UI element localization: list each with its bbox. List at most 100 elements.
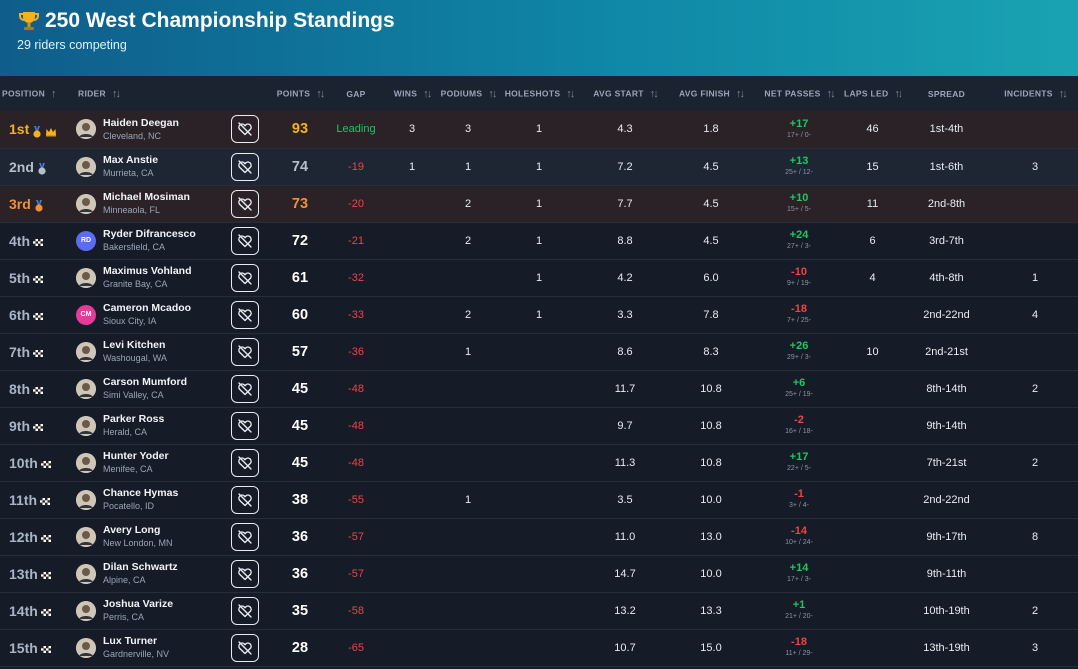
table-row[interactable]: 9th Parker Ross Herald, CA 45 -48 9.7 10.8 -2 16… bbox=[0, 407, 1078, 444]
rider-info[interactable]: Lux Turner Gardnerville, NV bbox=[76, 635, 218, 660]
sort-icon[interactable]: ↑↓ bbox=[1058, 87, 1068, 100]
rider-info[interactable]: Dilan Schwartz Alpine, CA bbox=[76, 561, 218, 586]
sort-icon[interactable]: ↑↓ bbox=[488, 87, 496, 100]
rider-name[interactable]: Ryder Difrancesco bbox=[103, 228, 196, 240]
rider-name[interactable]: Chance Hymas bbox=[103, 487, 179, 499]
favorite-toggle-button[interactable] bbox=[231, 226, 259, 255]
table-row[interactable]: 3rd Michael Mosiman Minneaola, FL 73 -20 2 1 7.… bbox=[0, 185, 1078, 222]
col-avg-start-header[interactable]: AVG START ↑↓ bbox=[593, 87, 659, 100]
col-net-passes-header[interactable]: NET PASSES ↑↓ bbox=[764, 87, 836, 100]
sort-icon[interactable]: ↑↓ bbox=[111, 87, 121, 100]
rider-name[interactable]: Hunter Yoder bbox=[103, 450, 169, 462]
rider-info[interactable]: Avery Long New London, MN bbox=[76, 524, 218, 549]
table-row[interactable]: 8th Carson Mumford Simi Valley, CA 45 -48 11.… bbox=[0, 370, 1078, 407]
net-passes-value: -10 bbox=[791, 266, 807, 278]
sort-icon[interactable]: ↑↓ bbox=[649, 87, 659, 100]
rider-info[interactable]: Haiden Deegan Cleveland, NC bbox=[76, 117, 218, 142]
rider-name[interactable]: Michael Mosiman bbox=[103, 191, 190, 203]
rider-name[interactable]: Lux Turner bbox=[103, 635, 158, 647]
table-row[interactable]: 14th Joshua Varize Perris, CA 35 -58 13.2 13.3… bbox=[0, 592, 1078, 629]
sort-icon[interactable]: ↑↓ bbox=[316, 87, 325, 100]
table-row[interactable]: 4th RD Ryder Difrancesco Bakersfield, CA 72 -… bbox=[0, 222, 1078, 259]
col-laps-led-header[interactable]: LAPS LED ↑↓ bbox=[844, 87, 901, 100]
rider-name[interactable]: Haiden Deegan bbox=[103, 116, 179, 129]
sort-icon[interactable]: ↑↓ bbox=[736, 87, 745, 100]
col-podiums-header[interactable]: PODIUMS ↑↓ bbox=[440, 87, 496, 100]
rider-info[interactable]: Maximus Vohland Granite Bay, CA bbox=[76, 265, 218, 290]
favorite-toggle-button[interactable] bbox=[231, 189, 259, 218]
net-passes-value: +1 bbox=[792, 599, 806, 611]
sort-icon[interactable]: ↑↓ bbox=[566, 87, 575, 100]
podiums-cell: 3 bbox=[464, 123, 472, 136]
sort-icon[interactable]: ↑↓ bbox=[894, 87, 901, 100]
rider-info[interactable]: Parker Ross Herald, CA bbox=[76, 413, 218, 438]
table-row[interactable]: 5th Maximus Vohland Granite Bay, CA 61 -32 1 4… bbox=[0, 259, 1078, 296]
favorite-toggle-button[interactable] bbox=[231, 448, 259, 477]
rider-info[interactable]: Chance Hymas Pocatello, ID bbox=[76, 487, 218, 512]
rider-name[interactable]: Cameron Mcadoo bbox=[103, 302, 192, 314]
col-wins-header[interactable]: WINS ↑↓ bbox=[393, 87, 432, 100]
holeshots-cell bbox=[496, 629, 582, 666]
rider-name[interactable]: Avery Long bbox=[103, 524, 161, 536]
rider-name[interactable]: Parker Ross bbox=[103, 413, 165, 425]
favorite-toggle-button[interactable] bbox=[231, 263, 259, 292]
table-row[interactable]: 13th Dilan Schwartz Alpine, CA 36 -57 14.7 10.… bbox=[0, 555, 1078, 592]
favorite-toggle-button[interactable] bbox=[231, 374, 259, 403]
favorite-toggle-button[interactable] bbox=[231, 485, 259, 514]
rider-info[interactable]: Michael Mosiman Minneaola, FL bbox=[76, 191, 218, 216]
rider-info[interactable]: RD Ryder Difrancesco Bakersfield, CA bbox=[76, 228, 218, 253]
rider-info[interactable]: Levi Kitchen Washougal, WA bbox=[76, 339, 218, 364]
gap-cell: -57 bbox=[348, 530, 364, 543]
rider-name[interactable]: Dilan Schwartz bbox=[103, 561, 178, 573]
favorite-toggle-button[interactable] bbox=[231, 633, 259, 662]
favorite-toggle-button[interactable] bbox=[231, 337, 259, 366]
favorite-toggle-button[interactable] bbox=[231, 115, 259, 144]
table-row[interactable]: 7th Levi Kitchen Washougal, WA 57 -36 1 8.6 8.3… bbox=[0, 333, 1078, 370]
favorite-toggle-button[interactable] bbox=[231, 411, 259, 440]
table-row[interactable]: 11th Chance Hymas Pocatello, ID 38 -55 1 3.5 10… bbox=[0, 481, 1078, 518]
avg-finish-cell: 10.8 bbox=[700, 419, 722, 432]
rider-name[interactable]: Levi Kitchen bbox=[103, 339, 166, 351]
sort-icon[interactable]: ↑↓ bbox=[826, 87, 836, 100]
gap-cell: -57 bbox=[348, 567, 364, 580]
col-points-header[interactable]: POINTS ↑↓ bbox=[276, 87, 325, 100]
col-holeshots-header[interactable]: HOLESHOTS ↑↓ bbox=[504, 87, 576, 100]
favorite-toggle-button[interactable] bbox=[231, 559, 259, 588]
incidents-cell: 4 bbox=[1031, 308, 1039, 321]
col-gap-header: GAP bbox=[346, 88, 366, 99]
col-avg-finish-header[interactable]: AVG FINISH ↑↓ bbox=[678, 87, 745, 100]
sort-asc-icon[interactable]: ↑ bbox=[51, 87, 56, 100]
favorite-toggle-button[interactable] bbox=[231, 522, 259, 551]
rider-name[interactable]: Carson Mumford bbox=[103, 376, 187, 388]
net-passes-value: +17 bbox=[789, 451, 809, 463]
rider-info[interactable]: Joshua Varize Perris, CA bbox=[76, 598, 218, 623]
rider-info[interactable]: Carson Mumford Simi Valley, CA bbox=[76, 376, 218, 401]
rider-cell: Parker Ross Herald, CA bbox=[76, 407, 218, 444]
table-row[interactable]: 2nd Max Anstie Murrieta, CA 74 -19 1 1 1 7.2 4.5 +… bbox=[0, 148, 1078, 185]
favorite-toggle-button[interactable] bbox=[231, 300, 259, 329]
favorite-cell bbox=[218, 555, 272, 592]
table-row[interactable]: 1st Haiden Deegan Cleveland, NC 93 Leading 3 3… bbox=[0, 111, 1078, 148]
favorite-toggle-button[interactable] bbox=[231, 152, 259, 181]
rider-info[interactable]: Hunter Yoder Menifee, CA bbox=[76, 450, 218, 475]
sort-icon[interactable]: ↑↓ bbox=[423, 87, 432, 100]
col-rider-header[interactable]: RIDER ↑↓ bbox=[78, 87, 121, 100]
table-row[interactable]: 10th Hunter Yoder Menifee, CA 45 -48 11.3 10.8… bbox=[0, 444, 1078, 481]
page-title-text: 250 West Championship Standings bbox=[45, 9, 395, 32]
rider-name[interactable]: Joshua Varize bbox=[103, 598, 174, 610]
favorite-toggle-button[interactable] bbox=[231, 596, 259, 625]
spread-cell: 2nd-21st bbox=[925, 345, 968, 358]
col-incidents-header[interactable]: INCIDENTS ↑↓ bbox=[1004, 87, 1068, 100]
rider-name[interactable]: Maximus Vohland bbox=[103, 265, 192, 277]
net-passes-cell: +6 25+ / 19- bbox=[754, 370, 844, 407]
position-label: 14th bbox=[9, 602, 38, 619]
rider-info[interactable]: CM Cameron Mcadoo Sioux City, IA bbox=[76, 302, 218, 327]
col-position-header[interactable]: POSITION ↑ bbox=[2, 87, 56, 100]
heart-off-icon bbox=[238, 122, 252, 136]
table-row[interactable]: 6th CM Cameron Mcadoo Sioux City, IA 60 -33 2 1… bbox=[0, 296, 1078, 333]
rider-info[interactable]: Max Anstie Murrieta, CA bbox=[76, 154, 218, 179]
table-row[interactable]: 12th Avery Long New London, MN 36 -57 11.0 13.… bbox=[0, 518, 1078, 555]
rider-name[interactable]: Max Anstie bbox=[103, 154, 159, 166]
holeshots-cell: 1 bbox=[535, 160, 543, 173]
table-row[interactable]: 15th Lux Turner Gardnerville, NV 28 -65 10.7 1… bbox=[0, 629, 1078, 666]
